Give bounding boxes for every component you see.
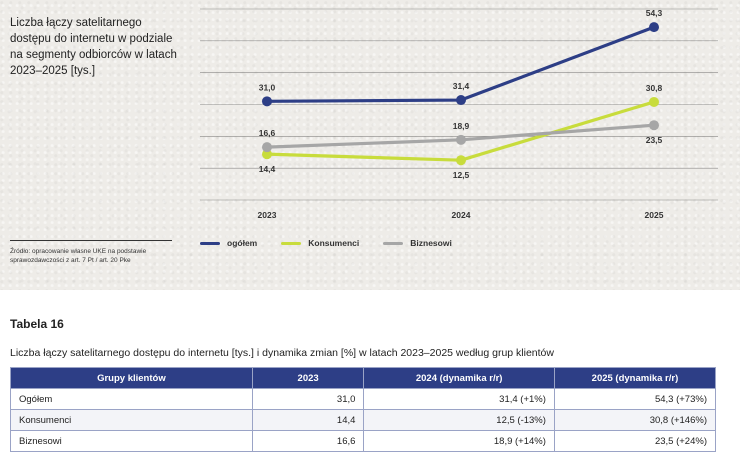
data-label: 31,4 (453, 81, 470, 91)
data-point (456, 155, 466, 166)
table-cell: Biznesowi (10, 430, 253, 452)
data-point (456, 134, 466, 145)
table-cell: 31,4 (+1%) (363, 388, 555, 410)
data-label: 30,8 (646, 83, 663, 93)
table-cell: 16,6 (251, 430, 365, 452)
column-header-2023: 2023 (251, 367, 365, 389)
table-cell: 12,5 (-13%) (363, 409, 555, 431)
table-heading: Tabela 16 (10, 317, 64, 331)
table-header-row: Grupy klientów 2023 2024 (dynamika r/r) … (10, 367, 717, 389)
x-tick-label: 2023 (258, 210, 277, 220)
data-label: 54,3 (646, 8, 663, 18)
source-divider (10, 240, 172, 241)
data-point (456, 95, 466, 106)
data-point (262, 96, 272, 107)
table-cell: Ogółem (10, 388, 253, 410)
x-tick-label: 2024 (452, 210, 471, 220)
data-point (649, 96, 659, 107)
legend-label-ogolem: ogółem (227, 238, 258, 248)
table-row: Ogółem 31,0 31,4 (+1%) 54,3 (+73%) (10, 388, 717, 410)
legend-swatch-biznesowi (383, 241, 404, 245)
table-caption: Liczba łączy satelitarnego dostępu do in… (10, 347, 554, 359)
table-panel: Tabela 16 Liczba łączy satelitarnego dos… (0, 290, 740, 461)
column-header-2025: 2025 (dynamika r/r) (553, 367, 717, 389)
table-cell: 14,4 (251, 409, 365, 431)
data-point (649, 120, 659, 131)
data-label: 18,9 (453, 121, 470, 131)
data-table: Grupy klientów 2023 2024 (dynamika r/r) … (10, 367, 717, 452)
column-header-group: Grupy klientów (10, 367, 253, 389)
data-label: 31,0 (259, 82, 276, 92)
data-label: 12,5 (453, 170, 470, 180)
data-label: 23,5 (646, 135, 663, 145)
chart-legend: ogółem Konsumenci Biznesowi (200, 238, 452, 248)
table-cell: Konsumenci (10, 409, 253, 431)
chart-panel: Liczba łączy satelitarnego dostępu do in… (0, 0, 740, 290)
data-point (649, 22, 659, 33)
data-point (262, 142, 272, 153)
data-label: 16,6 (259, 128, 276, 138)
table-row: Konsumenci 14,4 12,5 (-13%) 30,8 (+146%) (10, 409, 717, 431)
table-cell: 54,3 (+73%) (553, 388, 717, 410)
legend-swatch-ogolem (200, 241, 220, 245)
source-note: Źródło: opracowanie własne UKE na podsta… (10, 248, 147, 264)
legend-swatch-konsumenci (281, 241, 302, 245)
legend-item-biznesowi: Biznesowi (383, 238, 452, 248)
legend-item-konsumenci: Konsumenci (281, 238, 359, 248)
table-cell: 23,5 (+24%) (553, 430, 717, 452)
table-cell: 30,8 (+146%) (553, 409, 717, 431)
chart-title: Liczba łączy satelitarnego dostępu do in… (10, 17, 177, 77)
legend-label-biznesowi: Biznesowi (410, 238, 452, 248)
legend-label-konsumenci: Konsumenci (308, 238, 360, 248)
data-label: 14,4 (259, 164, 276, 174)
line-chart: 2023 2024 2025 31,0 31,4 54,3 14,4 12,5 30,8 16,6… (200, 8, 718, 220)
table-row: Biznesowi 16,6 18,9 (+14%) 23,5 (+24%) (10, 430, 717, 452)
table-cell: 31,0 (251, 388, 365, 410)
table-cell: 18,9 (+14%) (363, 430, 555, 452)
x-tick-label: 2025 (645, 210, 664, 220)
column-header-2024: 2024 (dynamika r/r) (363, 367, 555, 389)
data-point (262, 149, 272, 160)
legend-item-ogolem: ogółem (200, 238, 257, 248)
